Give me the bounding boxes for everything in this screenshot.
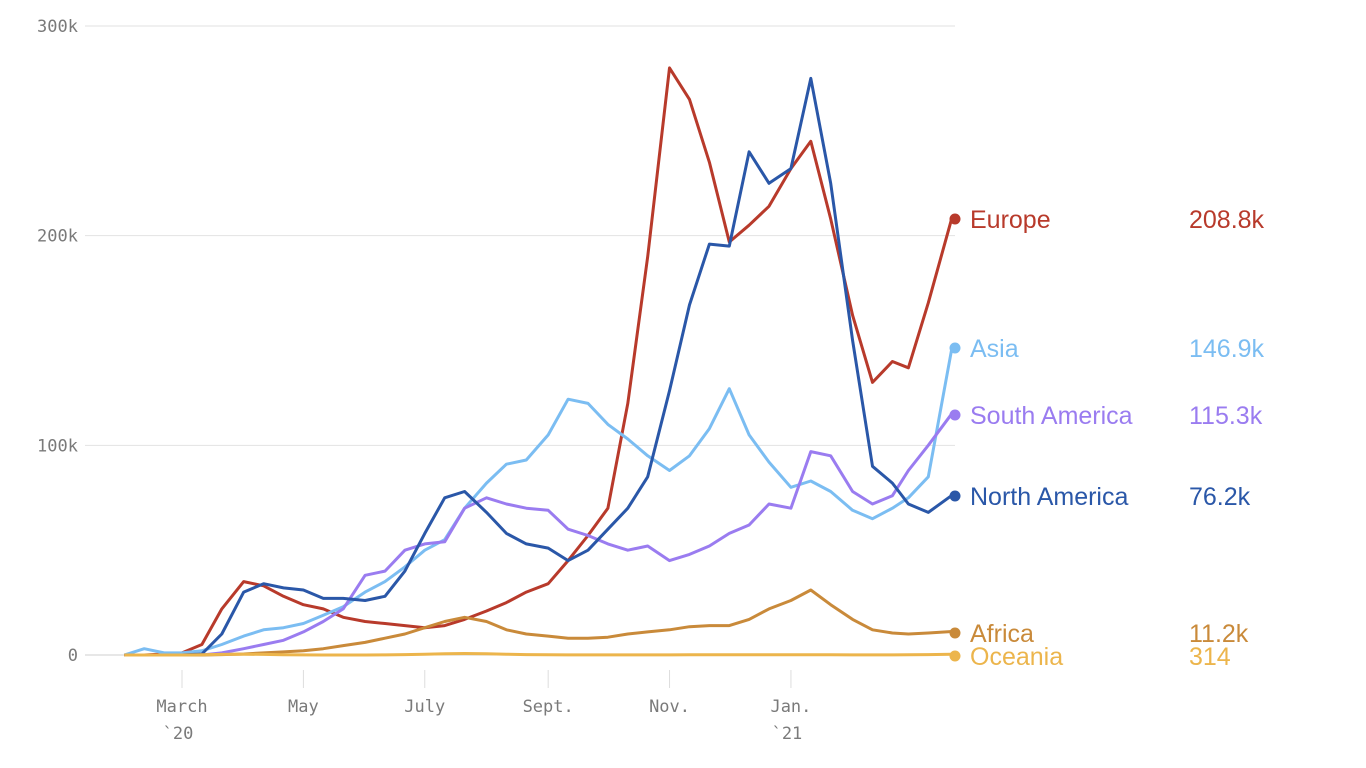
- series-label-south-america: South America: [970, 402, 1133, 430]
- series-line-oceania: [124, 652, 953, 657]
- y-axis: 0 100k 200k 300k: [37, 17, 78, 666]
- x-axis: March `20 May July Sept. Nov. Jan. `21: [156, 670, 811, 744]
- series-lines: [123, 66, 954, 657]
- series-label-north-america: North America: [970, 483, 1128, 511]
- y-tick-label: 300k: [37, 17, 78, 37]
- y-tick-label: 200k: [37, 227, 78, 247]
- y-tick-label: 0: [68, 646, 78, 666]
- series-value-africa: 11.2k: [1189, 620, 1249, 648]
- x-tick-label: Jan.: [770, 697, 811, 717]
- gridlines: [85, 25, 955, 656]
- x-tick-year: `21: [772, 724, 803, 744]
- series-line-europe: [124, 66, 954, 657]
- end-dot-oceania: [949, 650, 961, 662]
- end-dot-north-america: [949, 490, 961, 502]
- series-value-europe: 208.8k: [1189, 206, 1265, 234]
- series-value-asia: 146.9k: [1189, 335, 1265, 363]
- x-tick-label: July: [404, 697, 445, 717]
- series-label-oceania: Oceania: [970, 643, 1063, 671]
- end-labels: Europe 208.8k Asia 146.9k South America 115.3…: [949, 206, 1265, 671]
- series-value-oceania: 314: [1189, 643, 1231, 671]
- y-tick-label: 100k: [37, 436, 78, 456]
- end-dot-europe: [949, 213, 961, 225]
- series-line-africa: [124, 588, 953, 657]
- series-label-asia: Asia: [970, 335, 1019, 363]
- series-line-south-america: [124, 412, 954, 657]
- x-tick-label: Nov.: [649, 697, 690, 717]
- series-line-asia: [123, 346, 954, 657]
- series-label-europe: Europe: [970, 206, 1051, 234]
- x-tick-label: Sept.: [523, 697, 574, 717]
- x-tick-year: `20: [163, 724, 194, 744]
- x-tick-label: March: [156, 697, 207, 717]
- series-value-north-america: 76.2k: [1189, 483, 1251, 511]
- series-line-north-america: [124, 76, 953, 657]
- series-label-africa: Africa: [970, 620, 1034, 648]
- end-dot-south-america: [949, 409, 961, 421]
- end-dot-asia: [949, 342, 961, 354]
- series-value-south-america: 115.3k: [1189, 402, 1263, 430]
- x-tick-label: May: [288, 697, 319, 717]
- end-dot-africa: [949, 627, 961, 639]
